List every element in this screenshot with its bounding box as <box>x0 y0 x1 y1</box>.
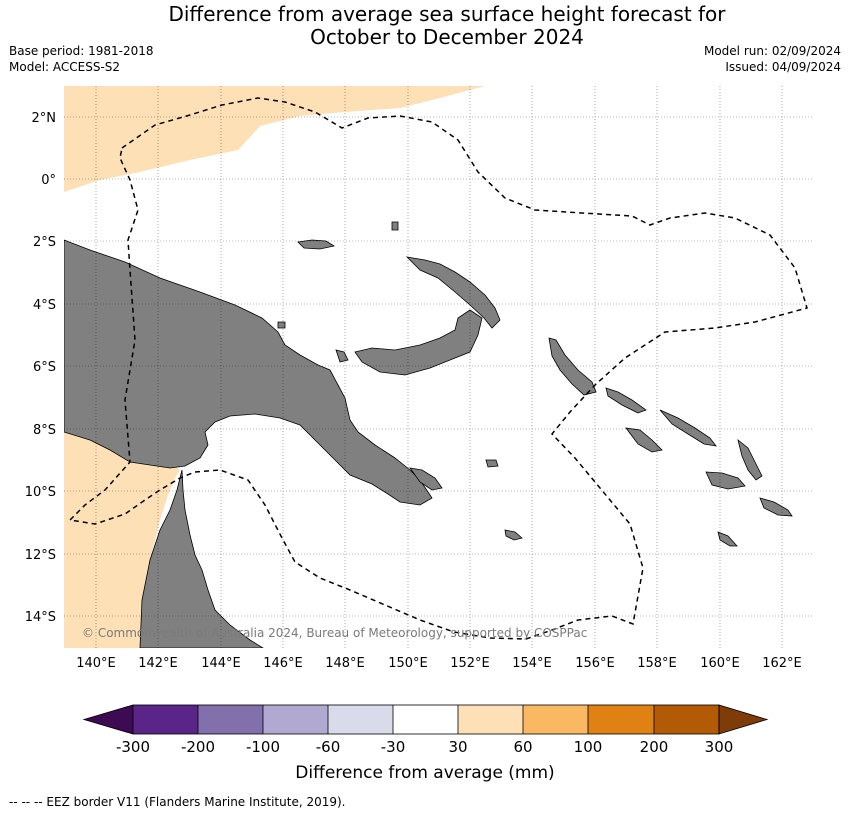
land-new-britain <box>354 309 483 376</box>
lat-label: 12°S <box>25 548 56 563</box>
lat-label: 4°S <box>33 298 56 313</box>
colorbar-tick-label: 60 <box>513 738 532 756</box>
land-makira <box>759 497 793 517</box>
lon-label: 146°E <box>263 656 303 671</box>
lat-label: 8°S <box>33 423 56 438</box>
issued-text: Issued: 04/09/2024 <box>725 60 841 74</box>
lon-label: 154°E <box>512 656 552 671</box>
colorbar-tick-label: 300 <box>705 738 734 756</box>
colorbar-segment <box>654 705 719 734</box>
land-small-island <box>485 459 499 468</box>
graticule <box>64 86 813 648</box>
meta-right: Model run: 02/09/2024 Issued: 04/09/2024 <box>704 43 841 75</box>
eez-footnote: -- -- -- EEZ border V11 (Flanders Marine… <box>9 795 346 809</box>
base-period-text: Base period: 1981-2018 <box>9 44 154 58</box>
colorbar-arrow-low <box>82 704 134 735</box>
lon-label: 144°E <box>201 656 241 671</box>
land-small-island-2 <box>391 221 399 231</box>
lat-label: 10°S <box>25 485 56 500</box>
colorbar-tick-label: -100 <box>246 738 280 756</box>
lon-label: 142°E <box>138 656 178 671</box>
colorbar-tick-label: -300 <box>116 738 150 756</box>
map-area: © Commonwealth of Australia 2024, Bureau… <box>64 86 813 648</box>
lon-label: 156°E <box>575 656 615 671</box>
meta-left: Base period: 1981-2018 Model: ACCESS-S2 <box>9 43 154 75</box>
colorbar-segment <box>328 705 393 734</box>
colorbar-segment <box>393 705 458 734</box>
colorbar-dividers <box>197 705 655 734</box>
land-new-georgia <box>625 427 663 453</box>
land-choiseul <box>605 387 647 414</box>
eez-border <box>68 97 808 640</box>
lon-label: 140°E <box>76 656 116 671</box>
land-rossel <box>504 529 523 541</box>
colorbar-title: Difference from average (mm) <box>295 763 554 783</box>
copyright-text: © Commonwealth of Australia 2024, Bureau… <box>82 626 587 640</box>
colorbar-tick-label: 30 <box>448 738 467 756</box>
colorbar-segment <box>458 705 523 734</box>
anomaly-region-north <box>64 86 485 192</box>
land-small-island-4 <box>717 531 738 547</box>
lon-label: 160°E <box>700 656 740 671</box>
lon-label: 162°E <box>762 656 802 671</box>
anomaly-region-southwest <box>64 410 180 648</box>
land-new-ireland <box>405 256 501 329</box>
land-bougainville <box>548 337 597 396</box>
colorbar-tick-label: -200 <box>181 738 215 756</box>
land-guadalcanal <box>705 471 746 490</box>
colorbar-segment <box>588 705 654 734</box>
colorbar-outline <box>132 704 720 735</box>
model-text: Model: ACCESS-S2 <box>9 60 121 74</box>
colorbar-segment <box>263 705 328 734</box>
map-title-line2: October to December 2024 <box>310 25 584 49</box>
latitude-labels: 2°N 0° 2°S 4°S 6°S 8°S 10°S 12°S 14°S <box>25 111 56 625</box>
land-manus <box>297 239 336 250</box>
colorbar-segment <box>133 705 198 734</box>
colorbar-tick-label: -60 <box>316 738 341 756</box>
colorbar-arrow-high <box>718 704 769 735</box>
land-australia-cape-york <box>139 469 264 648</box>
longitude-labels: 140°E 142°E 144°E 146°E 148°E 150°E 152°… <box>76 656 802 671</box>
lat-label: 0° <box>41 173 56 188</box>
colorbar-tick-label: -30 <box>381 738 406 756</box>
land-small-island-3 <box>277 321 286 329</box>
lon-label: 148°E <box>325 656 365 671</box>
colorbar-segment <box>198 705 263 734</box>
model-run-text: Model run: 02/09/2024 <box>703 44 841 58</box>
colorbar-tick-label: 200 <box>640 738 669 756</box>
land-santa-isabel <box>659 409 717 447</box>
lat-label: 14°S <box>25 610 56 625</box>
lat-label: 2°S <box>33 235 56 250</box>
land-malaita <box>737 438 763 481</box>
map-title-line1: Difference from average sea surface heig… <box>168 2 726 26</box>
map-title: Difference from average sea surface heig… <box>0 3 850 49</box>
lon-label: 158°E <box>637 656 677 671</box>
land-dentrecasteaux <box>409 467 443 491</box>
colorbar-segment <box>523 705 588 734</box>
colorbar-tick-label: 100 <box>574 738 603 756</box>
lon-label: 150°E <box>388 656 428 671</box>
lon-label: 152°E <box>450 656 490 671</box>
land-new-guinea <box>64 239 433 506</box>
colorbar: -300 -200 -100 -60 -30 30 60 100 200 300… <box>82 704 769 783</box>
lat-label: 6°S <box>33 360 56 375</box>
lat-label: 2°N <box>32 111 57 126</box>
